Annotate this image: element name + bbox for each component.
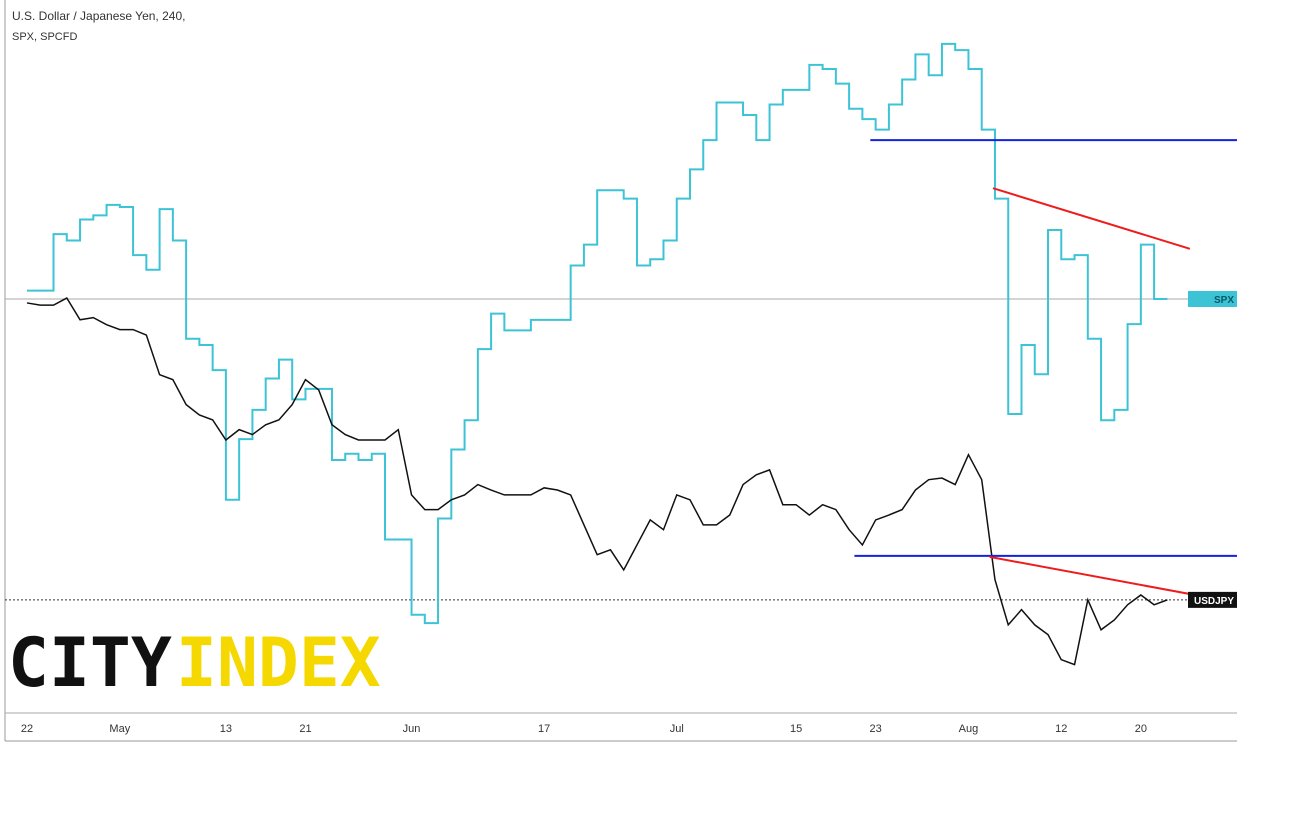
- chart-title: U.S. Dollar / Japanese Yen, 240,: [12, 9, 185, 23]
- x-tick-label: May: [109, 723, 130, 735]
- series-label: SPX: [1214, 295, 1234, 306]
- last-value-box: [1188, 291, 1237, 307]
- series-line: [27, 42, 1168, 625]
- x-tick-label: 20: [1135, 723, 1147, 735]
- x-tick-label: 23: [870, 723, 882, 735]
- x-tick-label: Aug: [959, 723, 979, 735]
- trend-line: [989, 555, 1196, 596]
- x-tick-label: 22: [21, 723, 33, 735]
- logo-left: CITY: [8, 624, 172, 703]
- x-tick-label: 13: [220, 723, 232, 735]
- chart-subtitle: SPX, SPCFD: [12, 31, 77, 43]
- x-tick-label: 17: [538, 723, 550, 735]
- x-tick-label: 12: [1055, 723, 1067, 735]
- x-tick-label: Jul: [670, 723, 684, 735]
- series-label: USDJPY: [1194, 596, 1234, 607]
- last-value-box: [1188, 591, 1237, 608]
- logo-right: INDEX: [176, 624, 381, 703]
- x-tick-label: 21: [299, 723, 311, 735]
- x-tick-label: 15: [790, 723, 802, 735]
- series-line: [26, 297, 1168, 666]
- trend-line: [992, 187, 1191, 250]
- x-tick-label: Jun: [403, 723, 421, 735]
